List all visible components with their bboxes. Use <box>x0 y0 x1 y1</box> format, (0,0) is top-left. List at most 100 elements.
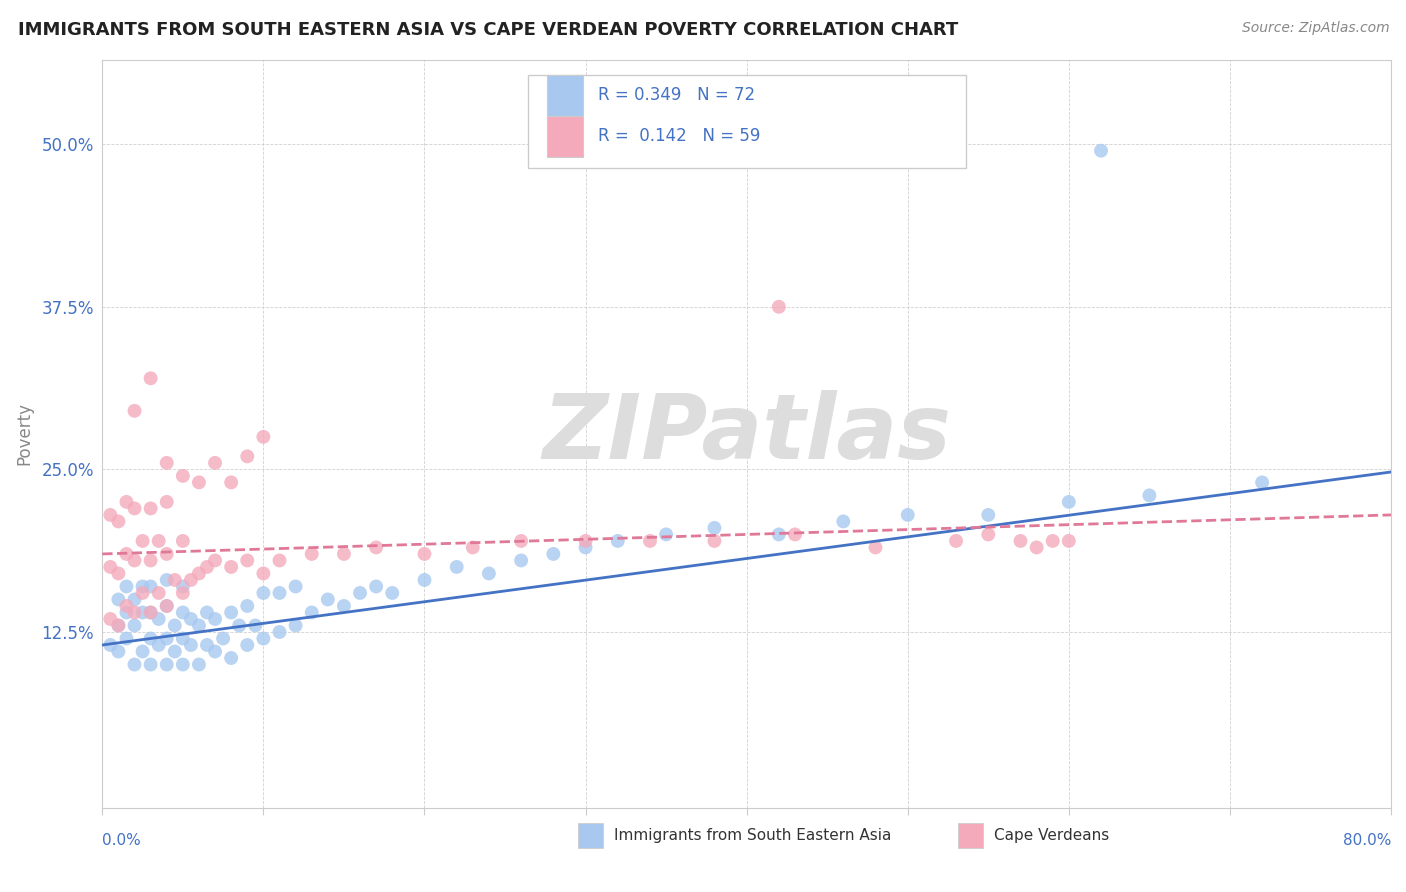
Point <box>107 566 129 581</box>
Point <box>1057 495 1080 509</box>
Point <box>461 541 484 555</box>
Point <box>574 533 596 548</box>
Point <box>204 612 226 626</box>
Point <box>413 573 436 587</box>
Point <box>139 579 162 593</box>
Point <box>236 450 259 464</box>
Point <box>163 644 186 658</box>
Text: Source: ZipAtlas.com: Source: ZipAtlas.com <box>1241 21 1389 35</box>
Point <box>172 469 194 483</box>
Point <box>139 657 162 672</box>
Point <box>1137 488 1160 502</box>
Y-axis label: Poverty: Poverty <box>15 402 32 465</box>
Point <box>139 606 162 620</box>
Point <box>163 618 186 632</box>
Point <box>703 521 725 535</box>
Text: ZIPatlas: ZIPatlas <box>543 390 950 477</box>
Point <box>139 371 162 385</box>
Point <box>219 475 242 490</box>
Point <box>187 566 209 581</box>
Point <box>98 560 121 574</box>
Point <box>139 553 162 567</box>
Point <box>1057 533 1080 548</box>
Point <box>98 508 121 522</box>
Point <box>333 547 356 561</box>
Point <box>180 573 202 587</box>
Point <box>156 632 179 646</box>
Point <box>1010 533 1032 548</box>
Point <box>269 553 291 567</box>
Point <box>333 599 356 613</box>
Point <box>187 618 209 632</box>
Point <box>204 644 226 658</box>
Point <box>131 533 153 548</box>
Point <box>301 547 323 561</box>
Point <box>977 508 1000 522</box>
Point <box>783 527 806 541</box>
Point <box>977 527 1000 541</box>
Point <box>172 632 194 646</box>
Point <box>172 579 194 593</box>
Point <box>219 560 242 574</box>
Text: 0.0%: 0.0% <box>103 832 141 847</box>
Point <box>284 579 307 593</box>
Point <box>187 475 209 490</box>
Point <box>574 541 596 555</box>
Point <box>180 638 202 652</box>
Point <box>236 638 259 652</box>
Text: Immigrants from South Eastern Asia: Immigrants from South Eastern Asia <box>614 828 891 843</box>
Point <box>107 515 129 529</box>
Point <box>156 456 179 470</box>
Point <box>204 456 226 470</box>
Point <box>366 541 388 555</box>
Point <box>195 560 218 574</box>
Point <box>219 606 242 620</box>
Point <box>897 508 920 522</box>
Point <box>98 638 121 652</box>
Point <box>543 547 565 561</box>
Point <box>107 618 129 632</box>
Point <box>180 612 202 626</box>
Text: Cape Verdeans: Cape Verdeans <box>994 828 1109 843</box>
Point <box>204 553 226 567</box>
Point <box>606 533 628 548</box>
Point <box>195 638 218 652</box>
Point <box>98 612 121 626</box>
Point <box>366 579 388 593</box>
Point <box>252 566 274 581</box>
Point <box>156 657 179 672</box>
Point <box>655 527 678 541</box>
Point <box>413 547 436 561</box>
Point <box>124 606 146 620</box>
Point <box>115 606 138 620</box>
Point <box>131 579 153 593</box>
Point <box>156 573 179 587</box>
Point <box>510 553 533 567</box>
Point <box>156 495 179 509</box>
Point <box>172 606 194 620</box>
Point <box>381 586 404 600</box>
Point <box>172 533 194 548</box>
Point <box>148 612 170 626</box>
Point <box>124 501 146 516</box>
Point <box>115 579 138 593</box>
Point <box>252 632 274 646</box>
Point <box>1042 533 1064 548</box>
Point <box>107 644 129 658</box>
Point <box>131 644 153 658</box>
Point <box>349 586 371 600</box>
Point <box>228 618 250 632</box>
Point <box>865 541 887 555</box>
Point <box>269 586 291 600</box>
Point <box>156 599 179 613</box>
Text: R = 0.349   N = 72: R = 0.349 N = 72 <box>599 87 755 104</box>
Text: 80.0%: 80.0% <box>1343 832 1391 847</box>
Point <box>1090 144 1112 158</box>
Text: R =  0.142   N = 59: R = 0.142 N = 59 <box>599 128 761 145</box>
Point <box>139 501 162 516</box>
Bar <box>547 75 583 116</box>
Point <box>703 533 725 548</box>
Point <box>115 632 138 646</box>
Point <box>124 553 146 567</box>
Point <box>115 495 138 509</box>
